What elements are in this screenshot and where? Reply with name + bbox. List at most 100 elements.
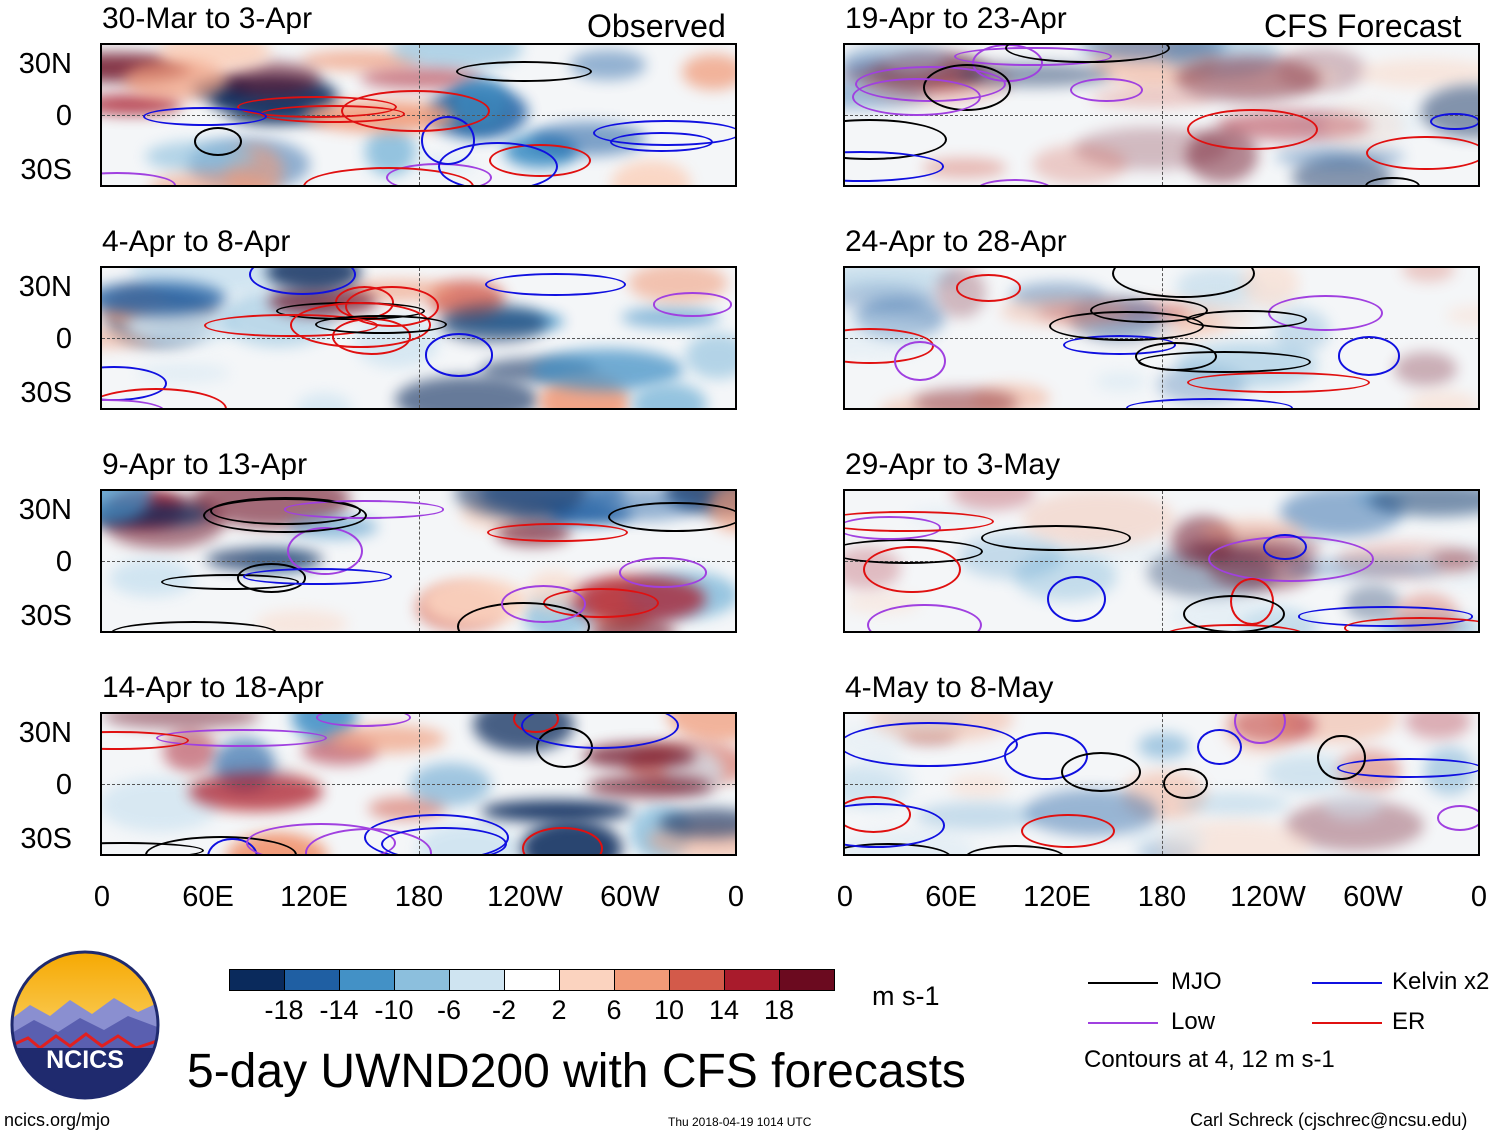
wave-contour	[894, 340, 947, 382]
anomaly-shading	[685, 332, 735, 379]
panel-title: 14-Apr to 18-Apr	[102, 671, 324, 704]
wave-contour	[1344, 617, 1478, 631]
wave-contour	[652, 292, 732, 317]
anomaly-shading	[1276, 48, 1366, 92]
panel-title: 29-Apr to 3-May	[845, 448, 1061, 481]
legend-line-kelvin	[1312, 982, 1382, 984]
anomaly-shading	[1138, 733, 1191, 759]
colorbar-swatch	[229, 969, 285, 991]
lon-label: 180	[1137, 881, 1187, 913]
colorbar	[229, 969, 835, 991]
anomaly-shading	[300, 49, 420, 72]
footer-url[interactable]: ncics.org/mjo	[4, 1110, 111, 1130]
map-panel-observed-2	[100, 266, 737, 410]
lon-label: 60W	[600, 881, 660, 913]
colorbar-swatch	[504, 969, 560, 991]
wave-contour	[845, 803, 945, 848]
lon-label: 0	[727, 881, 745, 913]
wave-contour	[1365, 135, 1478, 171]
wave-contour	[955, 274, 1021, 302]
wave-contour	[976, 178, 1052, 185]
anomaly-shading	[1405, 714, 1472, 740]
anomaly-shading	[922, 158, 1007, 179]
anomaly-shading	[659, 808, 735, 838]
anomaly-shading	[1009, 282, 1105, 310]
panel-title: 30-Mar to 3-Apr	[102, 2, 313, 35]
anomaly-shading	[913, 388, 1018, 408]
legend-label-kelvin: Kelvin x2	[1392, 968, 1490, 995]
anomaly-shading	[1430, 549, 1478, 571]
lat-label-eq: 0	[55, 323, 72, 355]
logo-text: NCICS	[46, 1046, 124, 1074]
wave-contour	[1197, 728, 1243, 766]
anomaly-shading	[1095, 372, 1147, 392]
colorbar-tick-label: 18	[763, 995, 795, 1025]
legend-line-mjo	[1088, 982, 1158, 984]
main-title: 5-day UWND200 with CFS forecasts	[187, 1045, 966, 1098]
legend-label-er: ER	[1392, 1008, 1426, 1035]
colorbar-swatch	[339, 969, 395, 991]
anomaly-shading	[1127, 820, 1205, 854]
wave-contour	[1021, 814, 1115, 849]
wave-contour	[484, 273, 626, 297]
forecast-column-label: CFS Forecast	[1264, 8, 1462, 44]
wave-contour	[1046, 575, 1106, 622]
wave-contour	[381, 826, 507, 854]
anomaly-shading	[296, 392, 352, 408]
map-panel-observed-1	[100, 43, 737, 187]
legend-label-low: Low	[1171, 1008, 1216, 1035]
wave-contour	[1317, 734, 1366, 781]
anomaly-shading	[845, 284, 938, 310]
wave-contour	[143, 107, 267, 127]
colorbar-swatch	[669, 969, 725, 991]
wave-contour	[1137, 351, 1311, 374]
footer-credit: Carl Schreck (cjschrec@ncsu.edu)	[1190, 1110, 1468, 1130]
colorbar-tick-label: 6	[606, 995, 622, 1025]
lon-label: 120E	[1023, 881, 1091, 913]
colorbar-tick-label: -6	[436, 995, 461, 1025]
wave-contour	[1069, 77, 1144, 102]
lat-label-30s: 30S	[20, 154, 72, 186]
map-panel-forecast-2	[843, 266, 1480, 410]
wave-contour	[1125, 398, 1293, 408]
legend-line-er	[1312, 1022, 1382, 1024]
lat-label-eq: 0	[55, 100, 72, 132]
wave-contour	[845, 722, 1018, 768]
anomaly-shading	[1352, 491, 1413, 506]
legend-line-low	[1088, 1022, 1158, 1024]
contours-note: Contours at 4, 12 m s-1	[1084, 1046, 1335, 1073]
wave-contour	[863, 545, 961, 594]
colorbar-tick-label: -18	[264, 995, 304, 1025]
colorbar-tick-label: 10	[653, 995, 685, 1025]
lon-label: 120E	[280, 881, 348, 913]
colorbar-swatch	[724, 969, 780, 991]
map-panel-observed-4	[100, 712, 737, 856]
anomaly-shading	[1406, 543, 1478, 585]
wave-contour	[425, 333, 494, 377]
anomaly-shading	[102, 281, 227, 316]
anomaly-shading	[682, 54, 735, 91]
anomaly-shading	[1421, 84, 1478, 139]
lon-label: 60E	[182, 881, 234, 913]
lat-label-30s: 30S	[20, 823, 72, 855]
lon-label: 60W	[1343, 881, 1403, 913]
observed-column-label: Observed	[587, 8, 726, 44]
lon-label: 180	[394, 881, 444, 913]
wave-contour	[193, 127, 243, 157]
colorbar-labels: -18 -14 -10 -6 -2 2 6 10 14 18	[229, 997, 834, 1027]
wave-contour	[619, 557, 707, 589]
wave-contour	[1183, 594, 1285, 631]
anomaly-shading	[611, 160, 692, 185]
lon-label: 0	[93, 881, 111, 913]
anomaly-shading	[1138, 840, 1196, 854]
anomaly-shading	[1445, 306, 1478, 326]
anomaly-shading	[255, 609, 348, 631]
map-panel-forecast-4	[843, 712, 1480, 856]
anomaly-shading	[327, 724, 447, 753]
wave-contour	[1187, 108, 1318, 151]
lat-label-eq: 0	[55, 769, 72, 801]
anomaly-shading	[1394, 351, 1457, 387]
colorbar-swatch	[449, 969, 505, 991]
colorbar-tick-label: -14	[319, 995, 359, 1025]
lat-label-30n: 30N	[18, 717, 72, 749]
